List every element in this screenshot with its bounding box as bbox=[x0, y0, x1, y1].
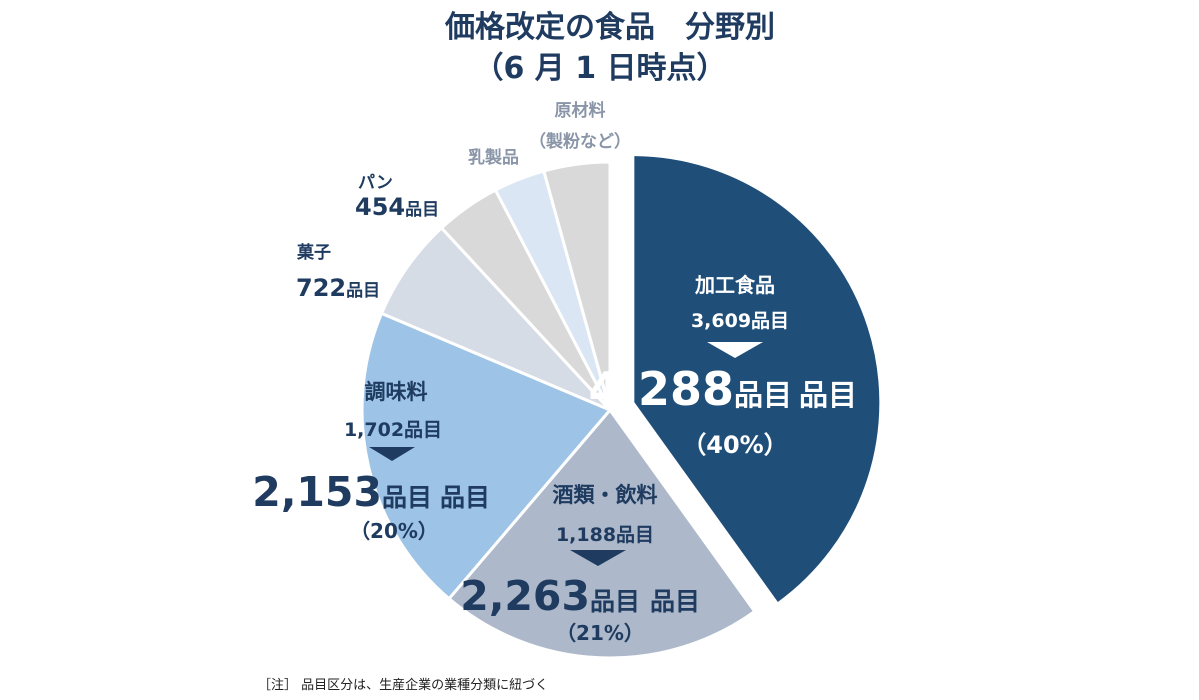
chart-note: ［注］ 品目区分は、生産企業の業種分類に紐づく bbox=[258, 677, 548, 693]
arrow-processed-food bbox=[707, 342, 763, 358]
label-seasoning-value: 2,153品目 bbox=[252, 468, 432, 516]
label-alcohol-beverage-pct: （21%） bbox=[556, 621, 644, 645]
label-processed-food-name: 加工食品 bbox=[694, 273, 775, 297]
label-alcohol-beverage-prev: 1,188品目 bbox=[556, 524, 654, 546]
label-alcohol-beverage-name: 酒類・飲料 bbox=[553, 483, 658, 507]
label-alcohol-beverage-value: 2,263品目 bbox=[460, 572, 640, 620]
pie-slice-raw-material bbox=[541, 160, 612, 411]
chart-subtitle: （6 月 1 日時点） bbox=[473, 51, 726, 86]
label-seasoning-prev: 1,702品目 bbox=[344, 419, 442, 441]
label-alcohol-beverage-unit: 品目 bbox=[650, 587, 700, 616]
pie-slice-processed-food bbox=[631, 153, 883, 607]
label-confectionery-name: 菓子 bbox=[296, 243, 331, 263]
label-seasoning-unit: 品目 bbox=[440, 483, 490, 512]
pie-slices bbox=[360, 153, 883, 660]
label-raw-material-sub: （製粉など） bbox=[529, 131, 631, 152]
label-raw-material-name: 原材料 bbox=[555, 100, 606, 121]
label-seasoning-name: 調味料 bbox=[365, 380, 428, 404]
arrow-alcohol-beverage bbox=[570, 550, 626, 566]
pie-slice-alcohol-beverage bbox=[446, 407, 757, 660]
label-dairy-name: 乳製品 bbox=[468, 147, 519, 168]
label-processed-food-value: 4,288品目 bbox=[588, 362, 792, 416]
label-bread-value: 454品目 bbox=[355, 193, 439, 221]
label-seasoning-pct: （20%） bbox=[350, 519, 438, 543]
label-bread-name: パン bbox=[358, 173, 393, 193]
pie-slice-confectionery bbox=[379, 225, 612, 412]
arrow-seasoning bbox=[369, 447, 415, 461]
label-processed-food-pct: （40%） bbox=[682, 431, 787, 459]
chart-title: 価格改定の食品 分野別 bbox=[444, 10, 775, 45]
label-confectionery-value: 722品目 bbox=[296, 274, 380, 302]
label-processed-food-prev: 3,609品目 bbox=[691, 310, 789, 332]
label-processed-food-unit: 品目 bbox=[799, 378, 857, 412]
